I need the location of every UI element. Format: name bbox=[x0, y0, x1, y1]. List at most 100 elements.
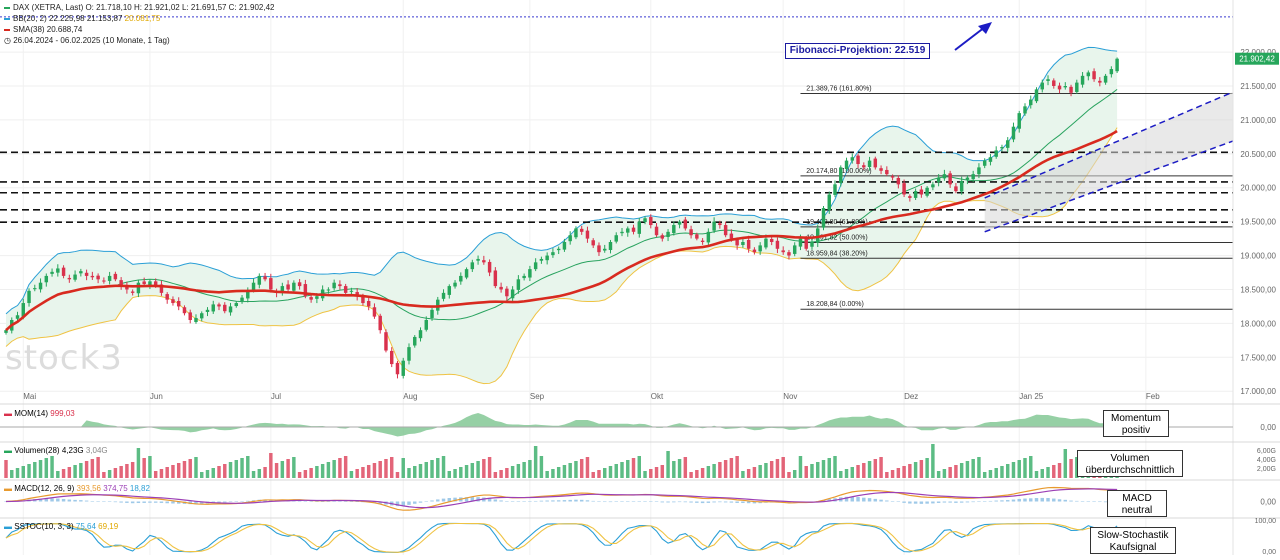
candle-body bbox=[90, 275, 95, 278]
volume-bar bbox=[994, 468, 998, 478]
volume-bar bbox=[349, 471, 354, 478]
volume-bar bbox=[470, 463, 475, 478]
macd-histogram-bar bbox=[977, 501, 981, 502]
macd-zero-label: 0,00 bbox=[1260, 498, 1276, 507]
volume-bar bbox=[925, 458, 929, 478]
macd-histogram-bar bbox=[107, 501, 112, 502]
candle-body bbox=[706, 231, 711, 243]
volume-bar bbox=[1075, 457, 1079, 478]
volume-bar bbox=[758, 465, 762, 478]
macd-histogram-bar bbox=[1023, 498, 1027, 502]
volume-bar bbox=[223, 464, 227, 478]
candle-body bbox=[1063, 86, 1068, 88]
macd-histogram-bar bbox=[959, 501, 964, 503]
header-sma-line: SMA(38) 20.688,74 bbox=[4, 25, 82, 34]
volume-bar bbox=[4, 460, 8, 478]
candle-body bbox=[413, 336, 417, 346]
candle-body bbox=[735, 239, 739, 246]
momentum-annotation: Momentum positiv bbox=[1103, 410, 1169, 437]
macd-histogram-bar bbox=[1046, 498, 1050, 502]
candle-body bbox=[15, 315, 20, 319]
candle-body bbox=[729, 233, 734, 239]
macd-histogram-bar bbox=[200, 501, 204, 504]
volume-bar bbox=[741, 471, 745, 478]
candle-body bbox=[424, 320, 428, 330]
candle-body bbox=[211, 304, 215, 312]
candle-body bbox=[585, 230, 590, 239]
volume-bar bbox=[660, 465, 665, 478]
volume-bar bbox=[792, 470, 797, 478]
candle-body bbox=[879, 168, 883, 171]
macd-histogram-bar bbox=[850, 496, 855, 502]
candle-body bbox=[1029, 99, 1033, 106]
macd-histogram-bar bbox=[677, 501, 682, 503]
volume-bar bbox=[251, 471, 256, 478]
macd-histogram-bar bbox=[539, 500, 544, 502]
header-period-text: 26.04.2024 - 06.02.2025 (10 Monate, 1 Ta… bbox=[13, 36, 170, 45]
macd-histogram-bar bbox=[499, 500, 503, 502]
candle-body bbox=[1092, 71, 1096, 80]
macd-histogram-bar bbox=[626, 501, 630, 502]
volume-bar bbox=[637, 456, 641, 478]
volume-bar bbox=[885, 472, 889, 478]
header-price-text: DAX (XETRA, Last) O: 21.718,10 H: 21.921… bbox=[13, 3, 275, 12]
volume-bar bbox=[1034, 471, 1039, 478]
candle-body bbox=[418, 330, 423, 339]
volume-bar bbox=[263, 467, 267, 478]
macd-histogram-bar bbox=[441, 498, 446, 502]
price-series-swatch bbox=[4, 6, 10, 9]
candle-body bbox=[660, 235, 665, 239]
header-bb-values: 22.225,98 21.153,87 bbox=[49, 14, 123, 23]
candle-body bbox=[205, 309, 210, 312]
volume-bar bbox=[487, 457, 492, 478]
macd-histogram-bar bbox=[631, 501, 636, 502]
volume-bar bbox=[1017, 460, 1021, 478]
candle-body bbox=[136, 282, 141, 294]
candle-body bbox=[332, 282, 336, 289]
candle-body bbox=[4, 330, 8, 333]
candle-body bbox=[1103, 75, 1108, 83]
macd-histogram-bar bbox=[597, 501, 601, 502]
macd-histogram-bar bbox=[38, 498, 43, 502]
volume-bar bbox=[1063, 449, 1068, 478]
macd-histogram-bar bbox=[942, 501, 947, 503]
candle-body bbox=[959, 180, 964, 192]
candle-body bbox=[1080, 75, 1085, 85]
volume-bar bbox=[280, 461, 285, 478]
candle-body bbox=[453, 282, 457, 287]
macd-histogram-bar bbox=[142, 501, 146, 503]
macd-histogram-bar bbox=[867, 498, 872, 502]
volume-bar bbox=[804, 466, 808, 478]
candle-body bbox=[292, 282, 296, 291]
stoch-value1: 75,64 bbox=[75, 522, 96, 531]
candle-body bbox=[176, 301, 181, 307]
trend-arrow-icon bbox=[954, 26, 986, 51]
volume-bar bbox=[862, 463, 866, 478]
macd-histogram-bar bbox=[988, 500, 993, 502]
macd-histogram-bar bbox=[269, 499, 273, 502]
volume-bar bbox=[38, 460, 43, 478]
volume-bar bbox=[1046, 467, 1050, 478]
volume-bar bbox=[654, 467, 659, 478]
y-tick-label: 21.500,00 bbox=[1240, 82, 1276, 91]
macd-histogram-bar bbox=[464, 497, 469, 502]
volume-bar bbox=[850, 467, 855, 478]
candle-body bbox=[79, 271, 83, 274]
trend-arrow-head-icon bbox=[978, 22, 992, 34]
macd-histogram-bar bbox=[856, 497, 860, 502]
volume-bar bbox=[453, 469, 457, 478]
candle-body bbox=[712, 221, 716, 231]
candle-body bbox=[522, 275, 526, 279]
stock3-watermark: stock3 bbox=[5, 338, 123, 378]
header-bb-line: BB(20, 2) 22.225,98 21.153,87 20.081,75 bbox=[4, 14, 160, 23]
mom-value: 999,03 bbox=[50, 409, 75, 418]
macd-histogram-bar bbox=[378, 501, 382, 504]
volume-bar bbox=[148, 456, 152, 478]
volume-bar bbox=[292, 457, 296, 478]
macd-histogram-bar bbox=[556, 500, 561, 502]
candle-body bbox=[948, 173, 952, 185]
mom-label: ▬ MOM(14) 999,03 bbox=[4, 409, 75, 418]
candle-body bbox=[67, 277, 72, 280]
macd-histogram-bar bbox=[487, 498, 492, 502]
candle-body bbox=[303, 284, 308, 297]
